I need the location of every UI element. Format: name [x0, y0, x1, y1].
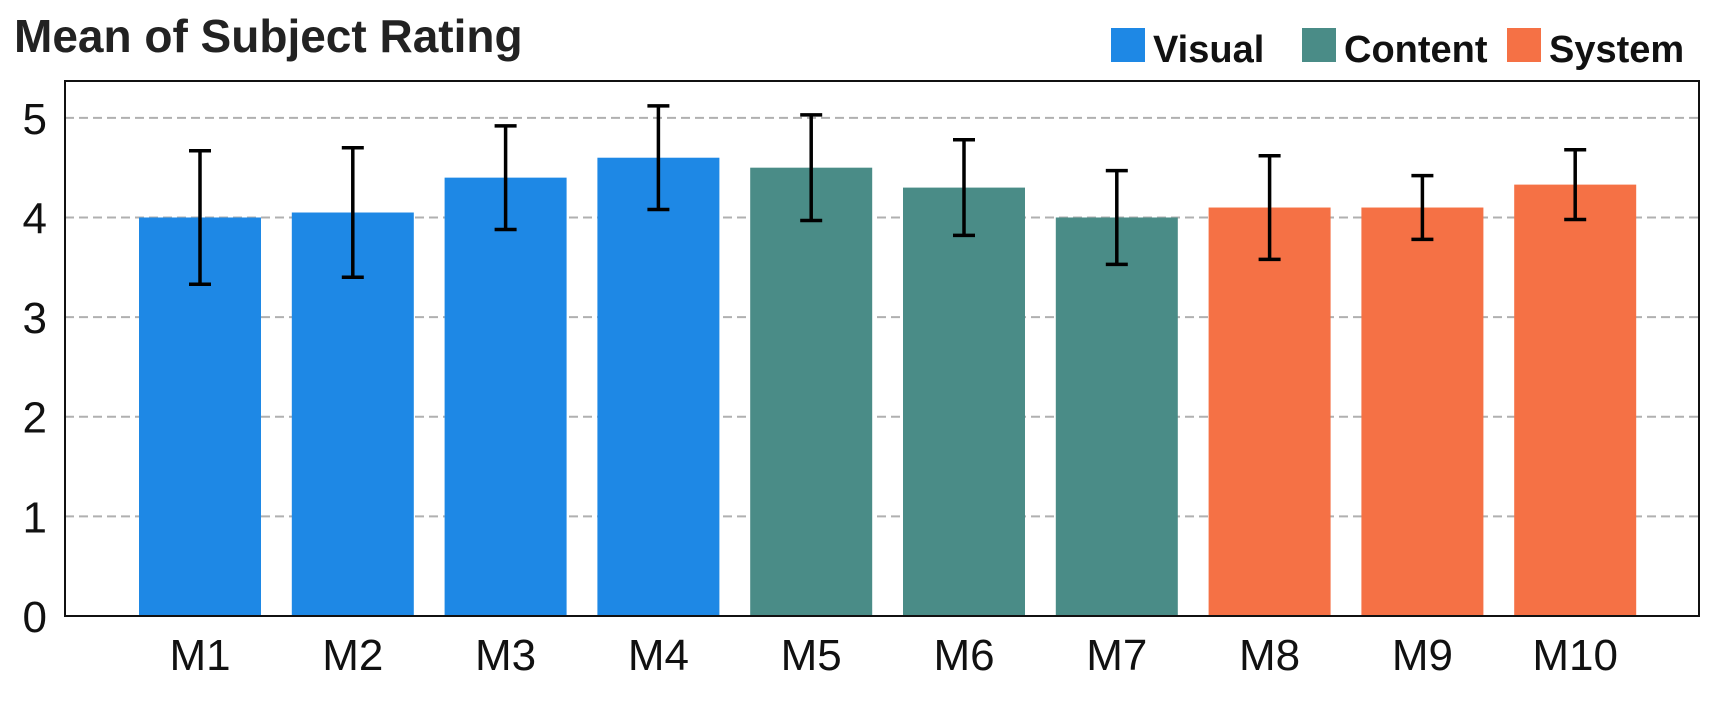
legend-swatch	[1507, 28, 1541, 62]
x-tick-label: M5	[781, 631, 842, 680]
y-tick-label: 3	[23, 294, 47, 343]
legend-swatch	[1302, 28, 1336, 62]
bar-M3	[444, 177, 567, 616]
bar-M2	[291, 212, 414, 617]
x-tick-label: M3	[475, 631, 536, 680]
error-bar-M8	[1258, 153, 1281, 262]
error-bar-M9	[1411, 173, 1434, 242]
error-bar-M3	[494, 124, 517, 232]
y-tick-label: 1	[23, 493, 47, 542]
legend-item-system: System	[1507, 28, 1684, 71]
x-tick-label: M10	[1532, 631, 1618, 680]
x-tick-label: M1	[169, 631, 230, 680]
x-tick-label: M7	[1086, 631, 1147, 680]
error-bar-M2	[341, 146, 364, 280]
bar-M9	[1361, 207, 1484, 616]
x-axis-ticks: M1 M2 M3 M4 M5 M6 M7 M8 M9 M10	[169, 631, 1618, 680]
y-axis-ticks: 0 1 2 3 4 5	[23, 95, 47, 642]
bar-M7	[1055, 217, 1178, 617]
bar-M4	[597, 157, 720, 616]
legend-label: Content	[1344, 29, 1488, 71]
bar-M6	[903, 187, 1025, 616]
bar-M5	[750, 167, 873, 617]
error-bar-M7	[1105, 168, 1128, 267]
x-tick-label: M2	[322, 631, 383, 680]
y-tick-label: 0	[23, 593, 47, 642]
y-tick-label: 5	[23, 95, 47, 144]
legend-item-content: Content	[1302, 28, 1488, 71]
legend-label: System	[1549, 29, 1684, 71]
error-bar-M1	[189, 148, 211, 286]
x-tick-label: M8	[1239, 631, 1300, 680]
legend-swatch	[1111, 28, 1145, 62]
bar-M8	[1208, 207, 1331, 616]
error-bar-M6	[953, 138, 975, 238]
y-tick-label: 4	[23, 194, 47, 243]
plot-frame	[64, 80, 1700, 617]
chart-title: Mean of Subject Rating	[14, 10, 523, 62]
x-tick-label: M4	[628, 631, 689, 680]
error-bar-M5	[800, 113, 823, 223]
bars	[139, 157, 1637, 617]
error-bars	[189, 104, 1587, 286]
x-tick-label: M6	[933, 631, 994, 680]
legend-item-visual: Visual	[1111, 28, 1264, 71]
error-bar-M4	[647, 104, 670, 212]
y-tick-label: 2	[23, 394, 47, 443]
bar-M10	[1514, 184, 1637, 616]
error-bar-M10	[1564, 147, 1587, 222]
x-tick-label: M9	[1392, 631, 1453, 680]
legend: Visual Content System	[1111, 28, 1684, 71]
legend-label: Visual	[1153, 29, 1264, 71]
